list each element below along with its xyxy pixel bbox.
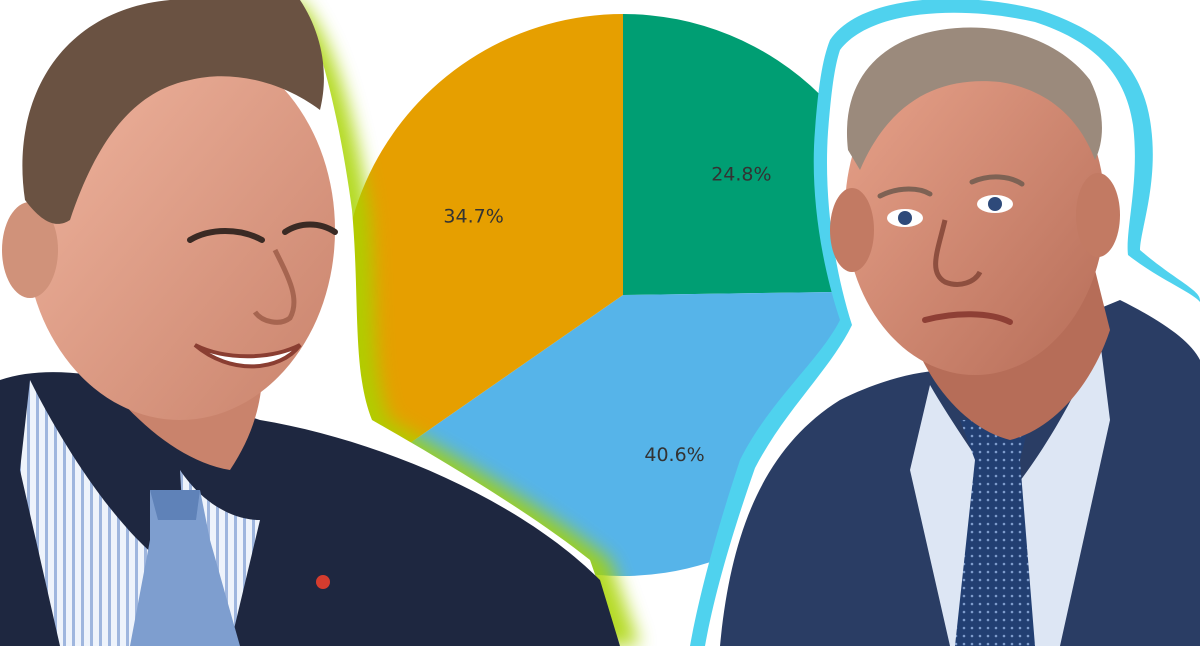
pie-slice-label: 34.7% [443, 205, 503, 227]
person-right-photo [690, 0, 1200, 646]
pie-labels: 24.8% 40.6% 34.7% [443, 163, 771, 466]
pie-slice-label: 24.8% [711, 163, 771, 185]
pie-slice-label: 40.6% [644, 444, 704, 466]
pie-slice [342, 14, 623, 456]
person-left-photo [0, 0, 640, 646]
